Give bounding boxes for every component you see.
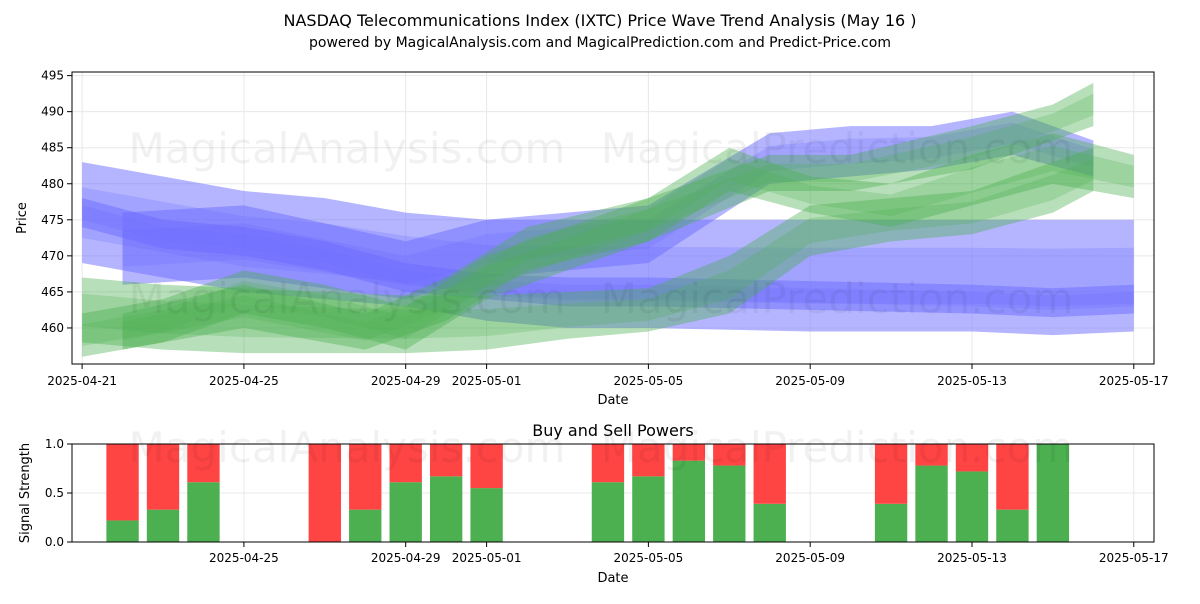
sell-bar: [470, 444, 503, 489]
price-y-tick-label: 465: [41, 285, 64, 299]
buy-bar: [713, 465, 746, 542]
price-band-blue-1: [82, 198, 1134, 318]
buy-bar: [146, 509, 180, 542]
price-band-core-blue-2: [122, 122, 1094, 285]
buy-bar: [187, 482, 220, 542]
sell-bar: [672, 444, 706, 461]
watermark-1: MagicalAnalysis.com: [129, 124, 566, 173]
sell-bar: [632, 444, 665, 477]
price-y-tick-label: 460: [41, 321, 64, 335]
signal-x-tick-label: 2025-05-05: [614, 551, 684, 565]
price-y-label: Price: [15, 202, 30, 234]
price-y-tick-label: 495: [41, 69, 64, 83]
sell-bar: [591, 444, 625, 483]
watermark-3: MagicalAnalysis.com: [129, 274, 566, 323]
signal-y-tick-label: 0.5: [45, 486, 64, 500]
sell-bar: [106, 444, 139, 521]
price-watermarks: MagicalAnalysis.com MagicalPrediction.co…: [129, 124, 1074, 323]
price-band-core-green-5: [122, 93, 1094, 341]
price-y-tick-label: 490: [41, 105, 64, 119]
watermark-6: MagicalPrediction.com: [601, 423, 1074, 472]
price-panel: MagicalAnalysis.com MagicalPrediction.co…: [15, 69, 1169, 408]
watermark-2: MagicalPrediction.com: [601, 124, 1074, 173]
signal-panel: Buy and Sell Powers MagicalAnalysis.com …: [18, 421, 1169, 586]
price-band-green-5: [122, 82, 1094, 350]
signal-y-tick-label: 1.0: [45, 437, 64, 451]
signal-x-tick-label: 2025-05-13: [937, 551, 1007, 565]
signal-x-ticks: 2025-04-25 2025-04-29 2025-05-01 2025-05-05…: [209, 542, 1169, 565]
price-x-tick-label: 2025-05-09: [775, 374, 845, 388]
price-x-tick-label: 2025-05-13: [937, 374, 1007, 388]
price-y-tick-label: 485: [41, 141, 64, 155]
price-plot-frame: [71, 71, 1155, 365]
buy-bar: [389, 482, 422, 542]
price-bands: [82, 82, 1134, 357]
price-band-blue-2: [122, 111, 1094, 300]
price-y-tick-label: 475: [41, 213, 64, 227]
sell-bar: [146, 444, 180, 510]
sell-bar: [874, 444, 908, 504]
price-y-tick-label: 480: [41, 177, 64, 191]
buy-bar: [955, 471, 989, 542]
price-x-ticks: 2025-04-21 2025-04-25 2025-04-29 2025-05-01…: [47, 364, 1169, 388]
chart-subtitle: powered by MagicalAnalysis.com and Magic…: [309, 35, 891, 51]
signal-x-tick-label: 2025-04-25: [209, 551, 279, 565]
buy-bar: [470, 488, 503, 542]
signal-watermarks: MagicalAnalysis.com MagicalPrediction.co…: [129, 423, 1074, 472]
price-x-tick-label: 2025-05-05: [614, 374, 684, 388]
chart-title: NASDAQ Telecommunications Index (IXTC) P…: [284, 11, 917, 30]
sell-bar: [955, 444, 989, 472]
price-band-green-4: [82, 133, 1134, 357]
price-band-green-3: [82, 147, 1094, 354]
signal-x-tick-label: 2025-04-29: [371, 551, 441, 565]
sell-bar: [429, 444, 463, 477]
sell-bar: [996, 444, 1029, 510]
sell-bar: [308, 444, 341, 542]
price-x-tick-label: 2025-04-25: [209, 374, 279, 388]
signal-x-tick-label: 2025-05-17: [1099, 551, 1169, 565]
buy-bar: [632, 476, 665, 542]
signal-y-ticks: 0.0 0.5 1.0: [45, 437, 72, 549]
price-x-label: Date: [597, 393, 628, 408]
watermark-4: MagicalPrediction.com: [601, 274, 1074, 323]
buy-bar: [106, 520, 139, 542]
signal-y-label: Signal Strength: [18, 443, 33, 543]
signal-x-tick-label: 2025-05-09: [775, 551, 845, 565]
watermark-5: MagicalAnalysis.com: [129, 423, 566, 472]
price-y-tick-label: 470: [41, 249, 64, 263]
price-y-ticks: 460 465 470 475 480 485 490 495: [41, 69, 72, 335]
signal-title: Buy and Sell Powers: [532, 421, 694, 440]
buy-bar: [1036, 444, 1070, 542]
buy-bar: [915, 465, 948, 542]
sell-bar: [713, 444, 746, 466]
price-band-core-green-4: [82, 145, 1134, 346]
price-band-core-green-3: [82, 158, 1094, 339]
signal-bars: [106, 444, 1070, 542]
sell-bar: [389, 444, 422, 483]
sell-bar: [753, 444, 786, 504]
sell-bar: [915, 444, 948, 466]
signal-y-tick-label: 0.0: [45, 535, 64, 549]
buy-bar: [996, 509, 1029, 542]
buy-bar: [349, 509, 382, 542]
price-x-tick-label: 2025-04-21: [47, 374, 117, 388]
buy-bar: [874, 503, 908, 542]
buy-bar: [429, 476, 463, 542]
price-band-core-blue-1: [82, 205, 1134, 310]
signal-x-tick-label: 2025-05-01: [452, 551, 522, 565]
price-x-tick-label: 2025-05-01: [452, 374, 522, 388]
signal-x-label: Date: [597, 571, 628, 586]
buy-bar: [672, 460, 706, 542]
sell-bar: [349, 444, 382, 510]
price-x-tick-label: 2025-04-29: [371, 374, 441, 388]
buy-bar: [591, 482, 625, 542]
buy-bar: [753, 503, 786, 542]
price-x-tick-label: 2025-05-17: [1099, 374, 1169, 388]
sell-bar: [187, 444, 220, 483]
